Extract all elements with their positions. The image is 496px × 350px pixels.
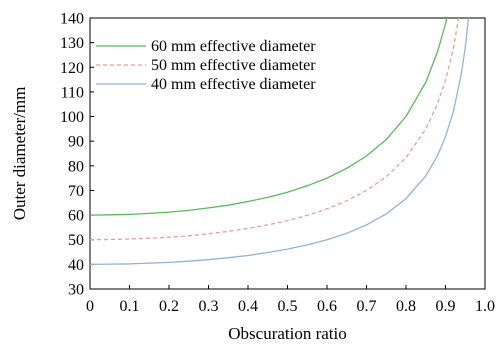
y-tick-label: 120 (60, 60, 84, 77)
x-tick-label: 0.1 (120, 298, 140, 315)
y-tick-label: 30 (68, 282, 84, 299)
x-tick-label: 0.7 (357, 298, 377, 315)
x-tick-label: 1.0 (475, 298, 495, 315)
series-line-3 (90, 18, 470, 266)
x-tick-label: 0.4 (238, 298, 258, 315)
legend-label-1: 60 mm effective diameter (151, 38, 316, 55)
y-axis: 30 40 50 60 70 80 90 100 110 120 130 140 (60, 11, 94, 299)
y-tick-label: 130 (60, 35, 84, 52)
y-tick-label: 80 (68, 158, 84, 175)
x-tick-label: 0.3 (199, 298, 219, 315)
y-tick-label: 70 (68, 183, 84, 200)
x-axis: 0 0.1 0.2 0.3 0.4 0.5 0.6 0.7 0.8 0.9 1.0 (86, 285, 495, 315)
legend-label-3: 40 mm effective diameter (151, 76, 316, 93)
x-tick-label: 0.2 (159, 298, 179, 315)
y-tick-label: 60 (68, 208, 84, 225)
y-tick-label: 90 (68, 134, 84, 151)
legend: 60 mm effective diameter 50 mm effective … (96, 38, 316, 93)
y-tick-label: 50 (68, 232, 84, 249)
x-tick-label: 0.8 (396, 298, 416, 315)
y-tick-label: 100 (60, 109, 84, 126)
x-tick-label: 0.9 (436, 298, 456, 315)
x-tick-label: 0.5 (278, 298, 298, 315)
y-tick-label: 140 (60, 11, 84, 28)
x-tick-label: 0.6 (317, 298, 337, 315)
x-tick-label: 0 (86, 298, 94, 315)
y-tick-label: 40 (68, 257, 84, 274)
legend-label-2: 50 mm effective diameter (151, 57, 316, 74)
series-line-1 (90, 18, 448, 216)
y-axis-label: Outer diameter/mm (10, 87, 29, 221)
series-layer (90, 18, 470, 266)
x-axis-label: Obscuration ratio (228, 324, 347, 343)
y-tick-label: 110 (61, 84, 84, 101)
